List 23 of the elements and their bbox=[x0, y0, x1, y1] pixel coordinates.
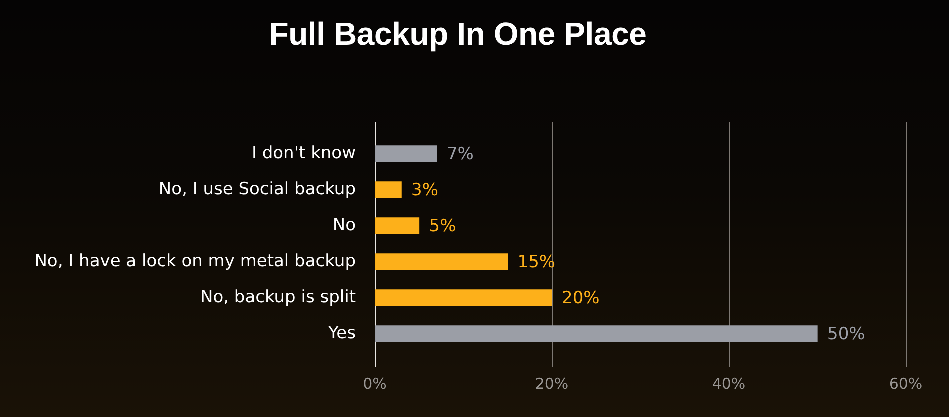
data-label: 7% bbox=[446, 144, 474, 164]
y-tick-label: No, I use Social backup bbox=[158, 179, 356, 200]
chart-title: Full Backup In One Place bbox=[268, 15, 648, 54]
bar bbox=[375, 290, 552, 306]
data-label: 5% bbox=[429, 216, 456, 236]
data-label: 15% bbox=[518, 252, 556, 272]
x-tick-label: 20% bbox=[535, 374, 569, 393]
bar bbox=[375, 182, 402, 198]
bar bbox=[375, 254, 508, 270]
bar bbox=[375, 218, 420, 234]
y-tick-label: No, I have a lock on my metal backup bbox=[34, 251, 356, 272]
data-label: 50% bbox=[828, 324, 866, 344]
y-tick-label: Yes bbox=[328, 323, 356, 344]
x-tick-label: 0% bbox=[363, 374, 387, 393]
y-tick-label: No bbox=[332, 215, 356, 236]
y-tick-label: I don't know bbox=[252, 143, 356, 164]
x-tick-label: 40% bbox=[712, 374, 746, 393]
y-tick-label: No, backup is split bbox=[200, 287, 356, 308]
data-label: 3% bbox=[412, 180, 439, 200]
data-label: 20% bbox=[562, 288, 600, 308]
x-tick-label: 60% bbox=[889, 374, 923, 393]
bar bbox=[375, 146, 438, 162]
bar bbox=[375, 326, 818, 342]
